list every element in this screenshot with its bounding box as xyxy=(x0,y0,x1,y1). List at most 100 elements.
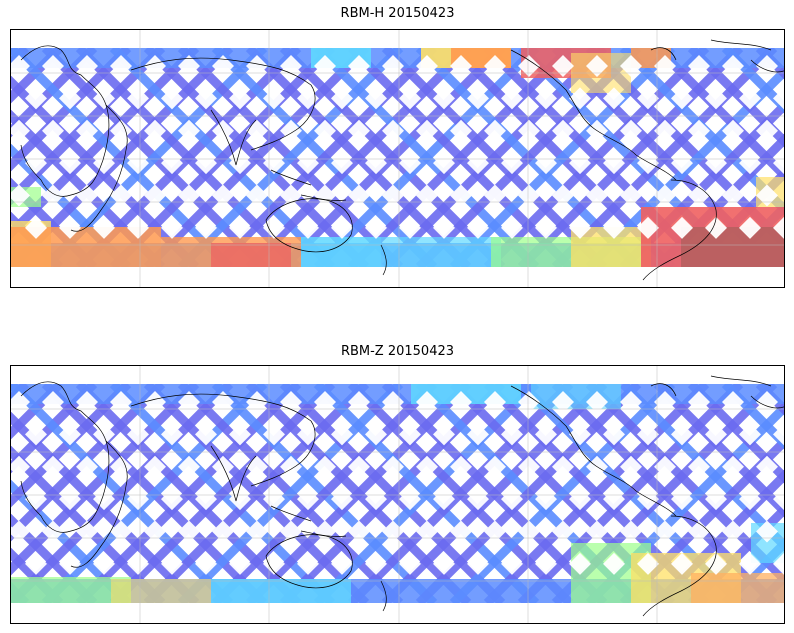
map-canvas xyxy=(11,30,784,287)
gap xyxy=(348,520,370,543)
gap xyxy=(280,184,302,207)
track-descending xyxy=(11,384,200,576)
gap xyxy=(552,55,574,77)
gap xyxy=(620,119,642,142)
gap xyxy=(365,216,387,239)
track-descending xyxy=(177,384,404,603)
coastline xyxy=(130,57,316,151)
gap xyxy=(569,423,591,446)
gap xyxy=(722,391,744,413)
track-gaps xyxy=(11,391,784,575)
track-descending xyxy=(11,384,166,542)
gap xyxy=(76,520,98,543)
gap xyxy=(144,184,166,207)
track-descending xyxy=(245,384,472,603)
coastline xyxy=(635,154,677,181)
gap xyxy=(467,423,489,446)
gap xyxy=(178,520,200,543)
gap xyxy=(484,55,506,77)
orbit-tracks xyxy=(11,384,784,603)
gap xyxy=(416,391,438,413)
gap xyxy=(535,87,557,110)
gap xyxy=(535,152,557,175)
hotspot xyxy=(531,384,621,409)
gap xyxy=(671,423,693,446)
gap xyxy=(365,552,387,575)
track-descending xyxy=(211,384,438,603)
gap xyxy=(705,216,727,239)
gap xyxy=(127,423,149,446)
gap xyxy=(484,391,506,413)
gap xyxy=(110,119,132,142)
gap xyxy=(722,455,744,478)
gap xyxy=(263,216,285,239)
gap xyxy=(671,152,693,175)
gap xyxy=(365,423,387,446)
panel-title: RBM-H 20150423 xyxy=(340,6,455,21)
gap xyxy=(144,520,166,543)
track-descending xyxy=(143,384,370,603)
gap xyxy=(722,55,744,77)
gap xyxy=(399,216,421,239)
track-descending xyxy=(347,384,574,603)
gap xyxy=(756,520,778,543)
gap xyxy=(399,87,421,110)
gap xyxy=(467,216,489,239)
gap xyxy=(212,391,234,413)
gap xyxy=(195,216,217,239)
coastline xyxy=(70,440,128,568)
gap xyxy=(756,119,778,142)
hotspot xyxy=(691,573,784,603)
map-canvas xyxy=(11,366,784,623)
gap xyxy=(722,119,744,142)
track-descending xyxy=(11,384,234,603)
gap xyxy=(705,488,727,511)
gap xyxy=(93,423,115,446)
coastline xyxy=(130,393,316,487)
gap xyxy=(93,488,115,511)
gap xyxy=(501,216,523,239)
gap xyxy=(637,488,659,511)
gap xyxy=(501,423,523,446)
gap xyxy=(620,184,642,207)
gap xyxy=(161,552,183,575)
gap xyxy=(535,552,557,575)
gap xyxy=(586,184,608,207)
gap xyxy=(552,184,574,207)
track-ascending xyxy=(721,48,784,114)
gap xyxy=(178,55,200,77)
gap xyxy=(110,391,132,413)
gap xyxy=(484,184,506,207)
coastlines xyxy=(20,375,784,617)
track-descending xyxy=(109,384,336,603)
gap xyxy=(297,87,319,110)
gap xyxy=(93,552,115,575)
gap xyxy=(603,87,625,110)
gap xyxy=(110,184,132,207)
gap xyxy=(42,184,64,207)
gap xyxy=(535,488,557,511)
gap xyxy=(620,455,642,478)
gap xyxy=(144,119,166,142)
gap xyxy=(25,87,47,110)
gap xyxy=(569,216,591,239)
gap xyxy=(688,184,710,207)
gap xyxy=(246,455,268,478)
hotspot xyxy=(211,579,351,603)
track-descending xyxy=(11,48,98,138)
gap xyxy=(42,455,64,478)
track-descending xyxy=(721,537,784,603)
hotspot xyxy=(381,237,501,267)
gap xyxy=(127,552,149,575)
gap xyxy=(382,391,404,413)
gap xyxy=(382,55,404,77)
gap xyxy=(11,55,30,77)
track-descending xyxy=(279,48,506,267)
track-descending xyxy=(11,48,64,104)
gap xyxy=(739,423,761,446)
gap xyxy=(399,488,421,511)
gap xyxy=(127,152,149,175)
gap xyxy=(773,423,784,446)
track-ascending xyxy=(687,384,784,484)
gap xyxy=(280,520,302,543)
